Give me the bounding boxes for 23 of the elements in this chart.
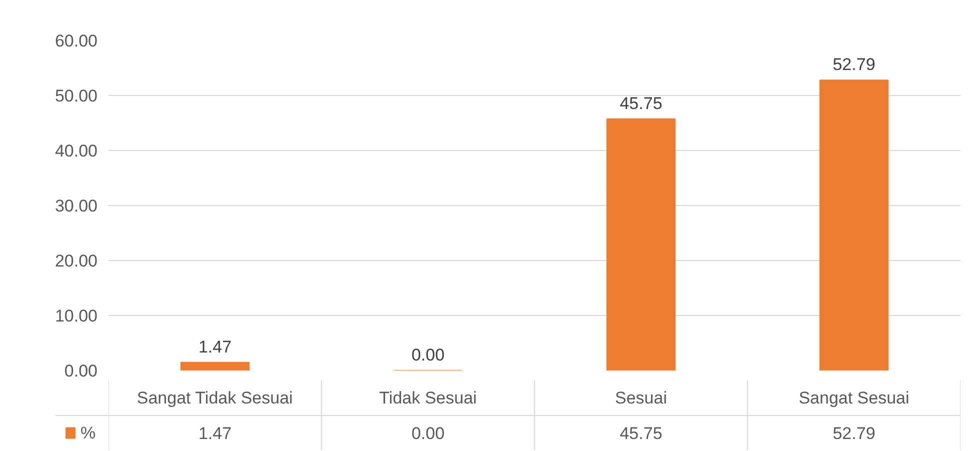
text: 0.00 (411, 424, 445, 443)
legend-label: % (80, 424, 96, 442)
x-tick-label: Sangat Sesuai (798, 388, 910, 408)
text: 1.47 (198, 424, 232, 443)
y-tick-label: 0.00 (64, 362, 98, 380)
y-tick-label: 30.00 (54, 196, 98, 216)
text: 45.75 (620, 424, 662, 443)
y-tick-label: 20.00 (54, 252, 98, 270)
x-tick-label: Sesuai (615, 388, 667, 408)
bar (819, 80, 889, 370)
x-tick-label: Tidak Sesuai (379, 388, 477, 408)
bar (180, 362, 250, 370)
text: 45.75 (620, 94, 662, 113)
x-tick-label: Sangat Tidak Sesuai (136, 388, 293, 408)
text: 0.00 (411, 346, 445, 364)
text: 52.79 (832, 55, 876, 74)
text: 52.79 (832, 424, 876, 443)
y-tick-label: 10.00 (54, 306, 98, 326)
y-tick-label: 50.00 (54, 86, 98, 106)
text: 1.47 (198, 337, 232, 356)
bar (606, 118, 676, 370)
y-tick-label: 40.00 (54, 142, 98, 160)
y-tick-label: 60.00 (54, 32, 98, 50)
